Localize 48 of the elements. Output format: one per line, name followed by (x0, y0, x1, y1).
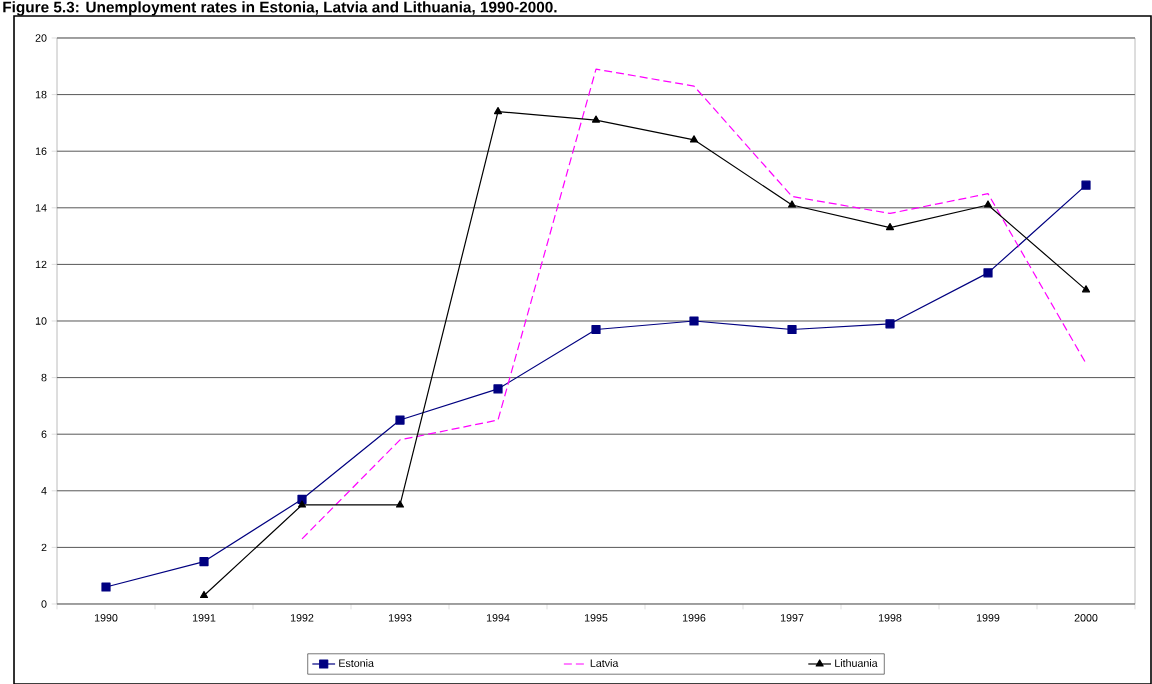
x-tick-label: 1990 (94, 614, 118, 622)
y-tick-label: 16 (35, 147, 47, 155)
point (885, 319, 895, 329)
x-tick-label: 1996 (682, 614, 706, 622)
line-series (301, 68, 1087, 540)
point (983, 268, 993, 278)
y-tick-label: 14 (35, 204, 47, 212)
point (297, 494, 307, 504)
x-tick-label: 1994 (486, 614, 510, 622)
x-tick-label: 2000 (1074, 614, 1098, 622)
y-tick-label: 18 (35, 90, 47, 99)
y-tick-label: 2 (41, 543, 47, 552)
point (297, 500, 307, 508)
legend-label: Lithuania (835, 659, 878, 667)
x-tick-label: 1998 (878, 614, 902, 622)
point (395, 415, 405, 425)
point (493, 106, 503, 115)
point (199, 556, 209, 567)
x-tick-label: 1995 (584, 614, 608, 622)
x-tick-label: 1993 (388, 614, 412, 622)
point (689, 135, 699, 143)
point (885, 223, 895, 231)
point (787, 200, 797, 208)
y-tick-label: 4 (41, 487, 47, 495)
point (1081, 285, 1091, 293)
x-tick-label: 1991 (192, 614, 216, 622)
point (1081, 180, 1091, 190)
point (787, 324, 797, 335)
y-tick-label: 6 (41, 430, 47, 438)
legend-label: Latvia (590, 659, 619, 667)
point (493, 384, 503, 394)
y-tick-label: 12 (35, 260, 47, 269)
y-tick-label: 0 (41, 600, 47, 608)
x-tick-label: 1992 (290, 614, 314, 622)
point (591, 115, 601, 123)
chart-title: Figure 5.3: Unemployment rates in Estonia, Latvia and Lithuania, 1990-2000. (3, 1, 557, 16)
point (101, 582, 111, 592)
x-tick-label: 1999 (976, 614, 1000, 622)
point (591, 324, 601, 335)
y-tick-label: 20 (35, 34, 47, 42)
y-tick-label: 8 (41, 373, 47, 382)
point (395, 500, 405, 508)
point (983, 200, 993, 208)
point (199, 590, 209, 599)
y-tick-label: 10 (35, 317, 47, 325)
legend-label: Estonia (339, 659, 374, 667)
x-tick-label: 1997 (780, 614, 804, 622)
point (689, 316, 699, 326)
